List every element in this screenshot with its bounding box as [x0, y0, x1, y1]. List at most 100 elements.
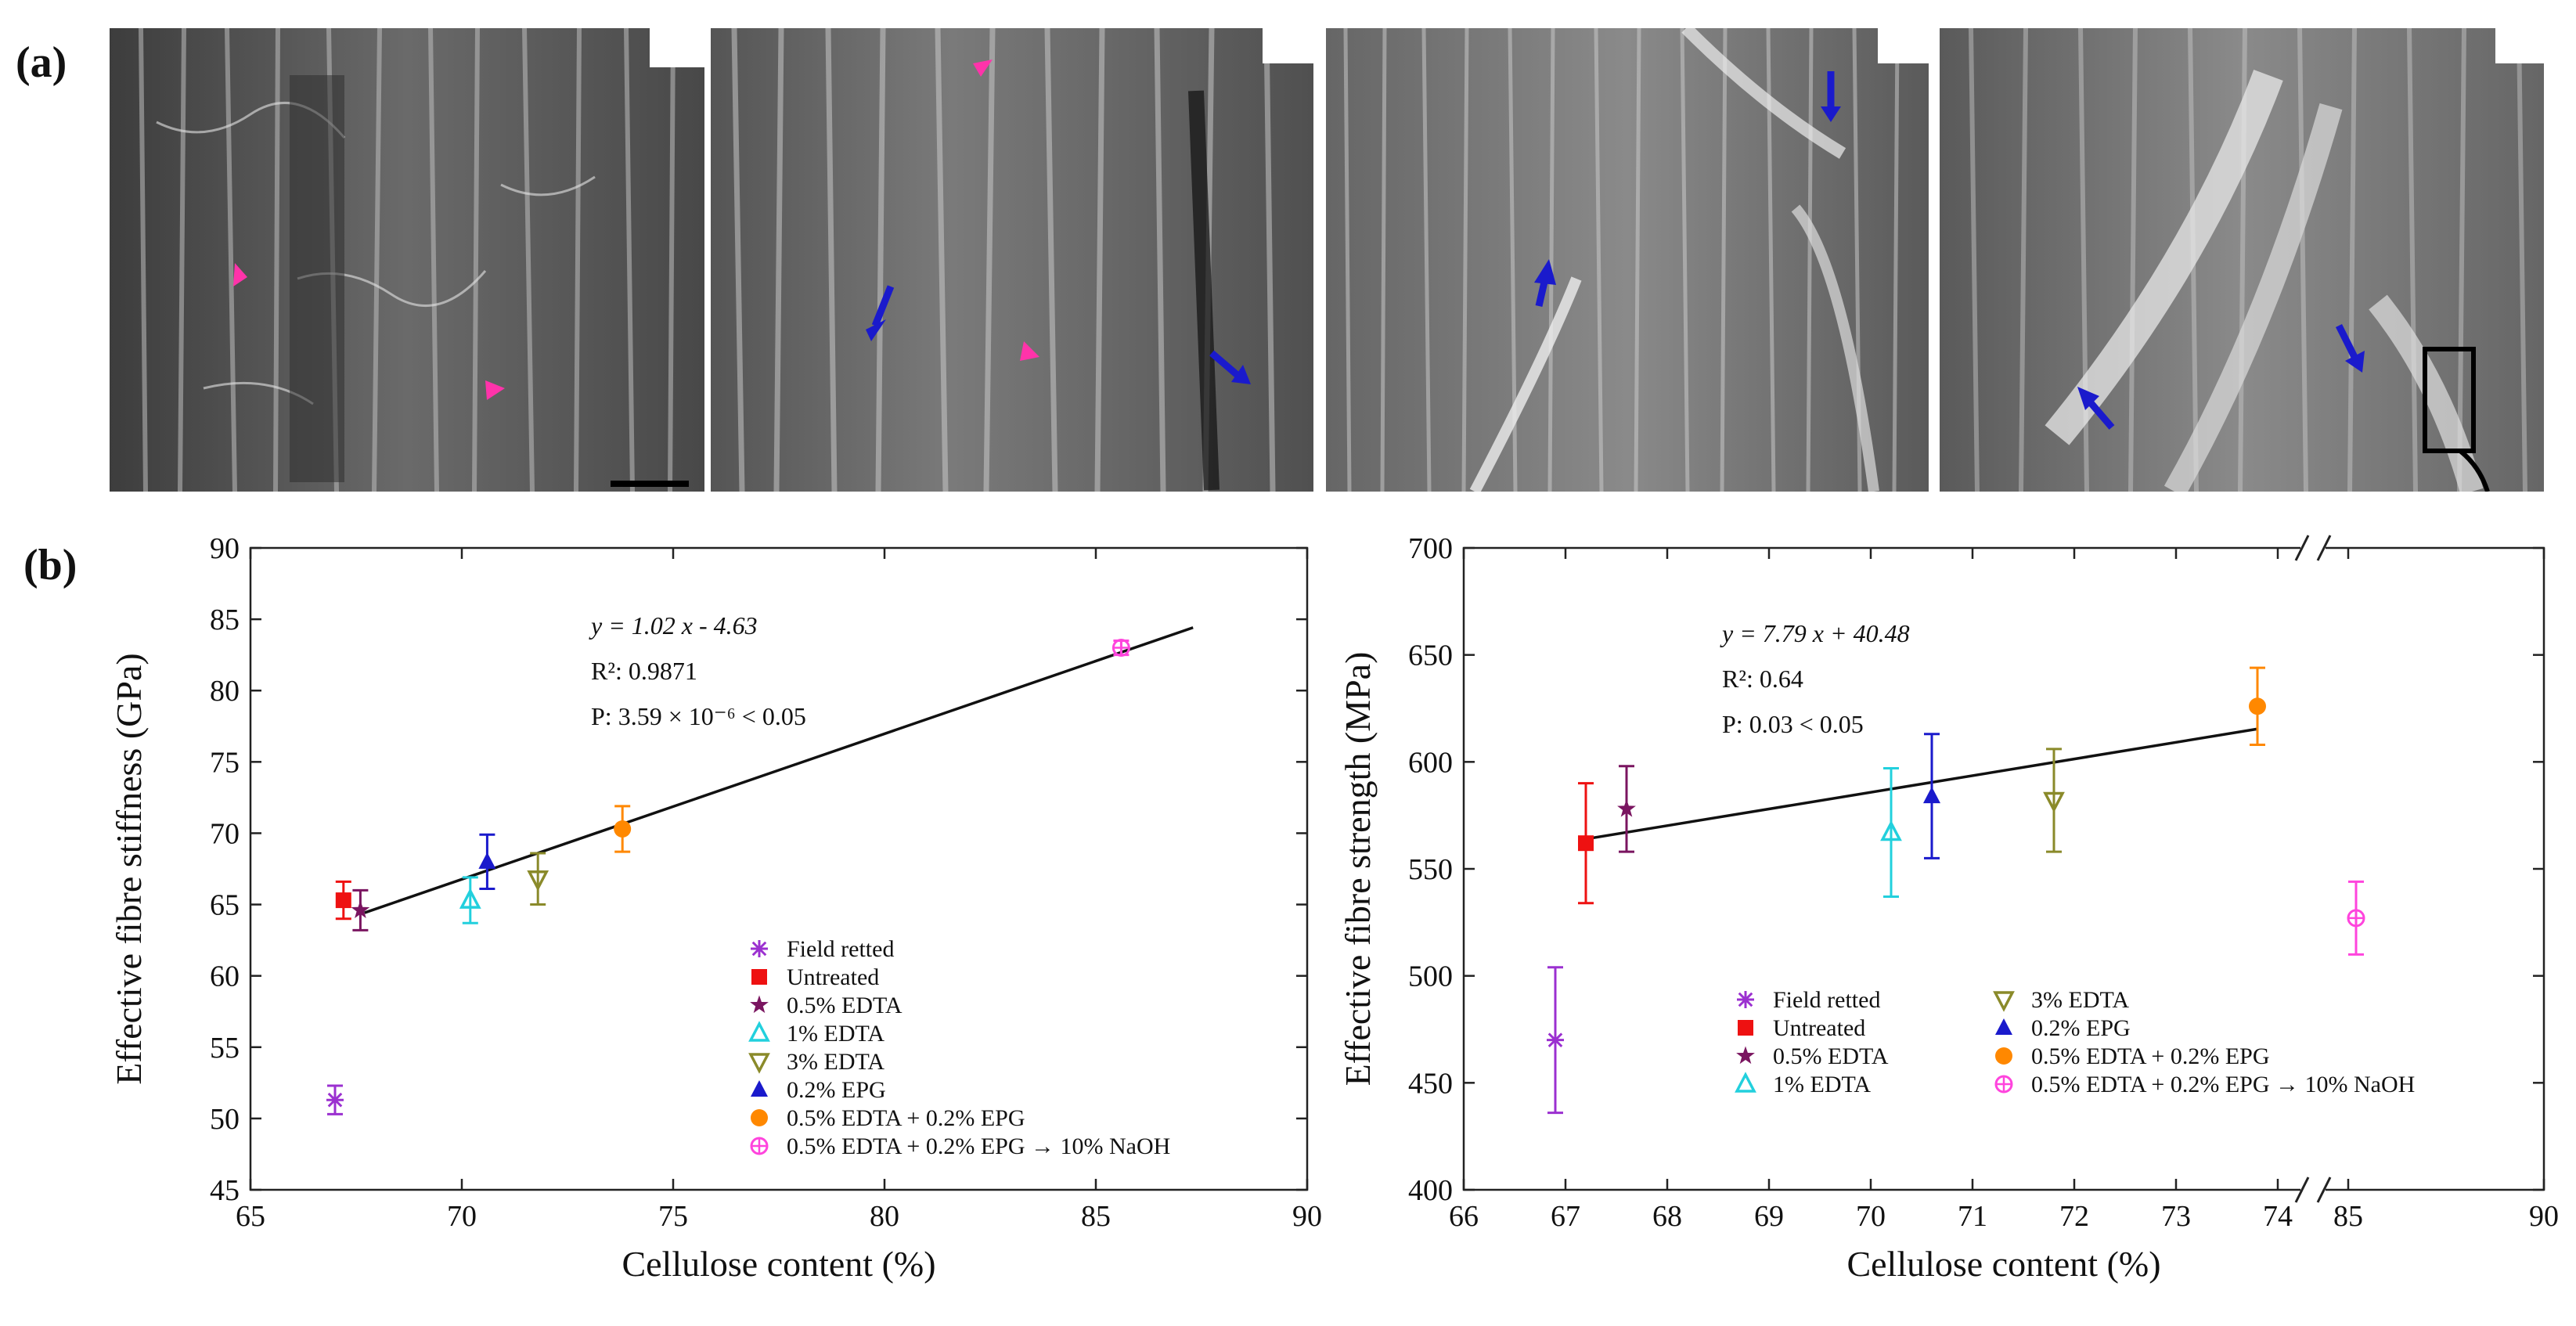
y-tick-label: 50: [210, 1103, 240, 1136]
x-tick-label: 69: [1754, 1200, 1784, 1233]
plot-frame: [249, 546, 1309, 1191]
marker-asterisk: [1737, 991, 1754, 1008]
data-point-1-edta: [1880, 767, 1902, 899]
legend-entry: 0.5% EDTA: [1773, 1043, 1889, 1069]
r-squared-text: R²: 0.9871: [591, 657, 697, 685]
marker-circle-open-cross: [1994, 1075, 2013, 1094]
y-tick-label: 60: [210, 960, 240, 993]
x-tick-label: 73: [2161, 1200, 2191, 1233]
data-point-0-2-epg: [1923, 733, 1940, 859]
legend-entry: 0.5% EDTA + 0.2% EPG: [2031, 1043, 2270, 1069]
legend-entry: Untreated: [787, 964, 879, 990]
y-tick-label: 700: [1408, 532, 1453, 565]
legend-entry: 0.5% EDTA + 0.2% EPG → 10% NaOH: [787, 1133, 1170, 1159]
marker-square: [1738, 1020, 1753, 1036]
stiffness-chart: 45 50 55 60 65 70 75 80 85 90 65 70 75 80 85 90 Cellulos…: [109, 532, 1346, 1315]
y-tick-label: 500: [1408, 960, 1453, 993]
marker-triangle-up: [478, 852, 496, 869]
y-tick-label: 65: [210, 889, 240, 922]
y-tick-label: 80: [210, 675, 240, 708]
y-tick-label: 550: [1408, 853, 1453, 886]
y-tick-label: 85: [210, 604, 240, 636]
data-point-0-5-edta-0-2-epg-10-naoh: [1111, 639, 1130, 658]
x-tick-label: 80: [870, 1200, 899, 1233]
marker-circle: [2249, 697, 2266, 715]
marker-star: [750, 995, 769, 1014]
marker-triangle-down-open: [2043, 791, 2065, 813]
legend-entry: 0.5% EDTA + 0.2% EPG → 10% NaOH: [2031, 1072, 2415, 1097]
marker-asterisk: [1547, 1031, 1564, 1049]
marker-star: [351, 900, 370, 918]
axis-break-mark: [2316, 535, 2332, 561]
legend-entry: 1% EDTA: [787, 1021, 884, 1047]
y-tick-label: 450: [1408, 1067, 1453, 1100]
sem-image-epg-treated: [1326, 28, 1929, 492]
strength-chart-svg: 400 450 500 550 600 650 700 66 67 68 69 70 71 72 73 74 8…: [1338, 532, 2559, 1284]
axis-break-gap: [2300, 532, 2326, 564]
axis-break-mark: [2294, 535, 2310, 561]
marker-square: [751, 969, 767, 985]
axis-break-mark: [2316, 1176, 2332, 1203]
legend-entry: Untreated: [1773, 1015, 1865, 1041]
data-point-field-retted: [1547, 966, 1564, 1115]
marker-triangle-up: [1995, 1018, 2012, 1035]
y-tick-label: 75: [210, 746, 240, 779]
marker-circle-open-cross: [750, 1137, 769, 1155]
y-tick-label: 600: [1408, 746, 1453, 779]
legend-entry: 0.2% EPG: [787, 1077, 886, 1103]
legend-entry: 3% EDTA: [787, 1049, 884, 1075]
data-point-0-5-edta: [351, 888, 370, 931]
x-tick-label: 68: [1652, 1200, 1682, 1233]
marker-asterisk: [751, 940, 768, 957]
x-tick-label: 72: [2059, 1200, 2089, 1233]
x-tick-label: 71: [1958, 1200, 1987, 1233]
marker-triangle-up: [1923, 787, 1940, 804]
data-point-field-retted: [326, 1084, 344, 1115]
marker-triangle-up: [751, 1080, 768, 1097]
data-point-untreated: [335, 880, 351, 921]
y-tick-label: 70: [210, 817, 240, 850]
x-tick-label: 65: [236, 1200, 265, 1233]
data-point-0-5-edta-0-2-epg: [2249, 666, 2266, 746]
y-axis-label: Effective fibre strength (MPa): [1338, 652, 1378, 1086]
y-tick-label: 400: [1408, 1174, 1453, 1207]
scale-bar: [611, 481, 689, 487]
marker-circle: [614, 820, 632, 838]
legend-entry: Field retted: [787, 936, 894, 962]
data-point-1-edta: [459, 876, 481, 924]
data-point-0-2-epg: [478, 833, 496, 891]
x-tick-label: 85: [1081, 1200, 1111, 1233]
marker-triangle-up-open: [1880, 820, 1902, 841]
legend-entry: 0.5% EDTA: [787, 993, 903, 1018]
axis-break-gap: [2300, 1174, 2326, 1205]
inset-box: [2423, 347, 2476, 453]
x-tick-label: 70: [1856, 1200, 1886, 1233]
legend-entry: 1% EDTA: [1773, 1072, 1871, 1097]
data-point-3-edta: [2043, 748, 2065, 853]
marker-triangle-up-open: [748, 1021, 770, 1042]
axis-break-mark: [2294, 1176, 2310, 1203]
y-tick-label: 650: [1408, 640, 1453, 672]
panel-label-b: (b): [23, 541, 77, 589]
panel-label-a: (a): [16, 38, 67, 87]
x-axis-label: Cellulose content (%): [1846, 1244, 2160, 1284]
p-value-text: P: 0.03 < 0.05: [1722, 710, 1864, 738]
x-tick-label: 74: [2263, 1200, 2293, 1233]
x-tick-label: 66: [1449, 1200, 1479, 1233]
data-point-0-5-edta: [1617, 765, 1636, 853]
pink-arrowhead-icon: [233, 263, 247, 286]
marker-square: [335, 892, 351, 909]
legend-entry: Field retted: [1773, 987, 1880, 1013]
x-tick-label: 90: [2529, 1200, 2559, 1233]
x-tick-label: 70: [447, 1200, 477, 1233]
stiffness-chart-svg: 45 50 55 60 65 70 75 80 85 90 65 70 75 80 85 90 Cellulos…: [109, 532, 1322, 1284]
marker-triangle-down-open: [748, 1053, 770, 1074]
y-tick-label: 90: [210, 532, 240, 565]
data-point-0-5-edta-0-2-epg-10-naoh: [2347, 880, 2365, 956]
regression-line: [364, 626, 1194, 914]
legend-entry: 3% EDTA: [2031, 987, 2129, 1013]
marker-square: [1578, 835, 1594, 852]
marker-circle: [751, 1109, 768, 1126]
